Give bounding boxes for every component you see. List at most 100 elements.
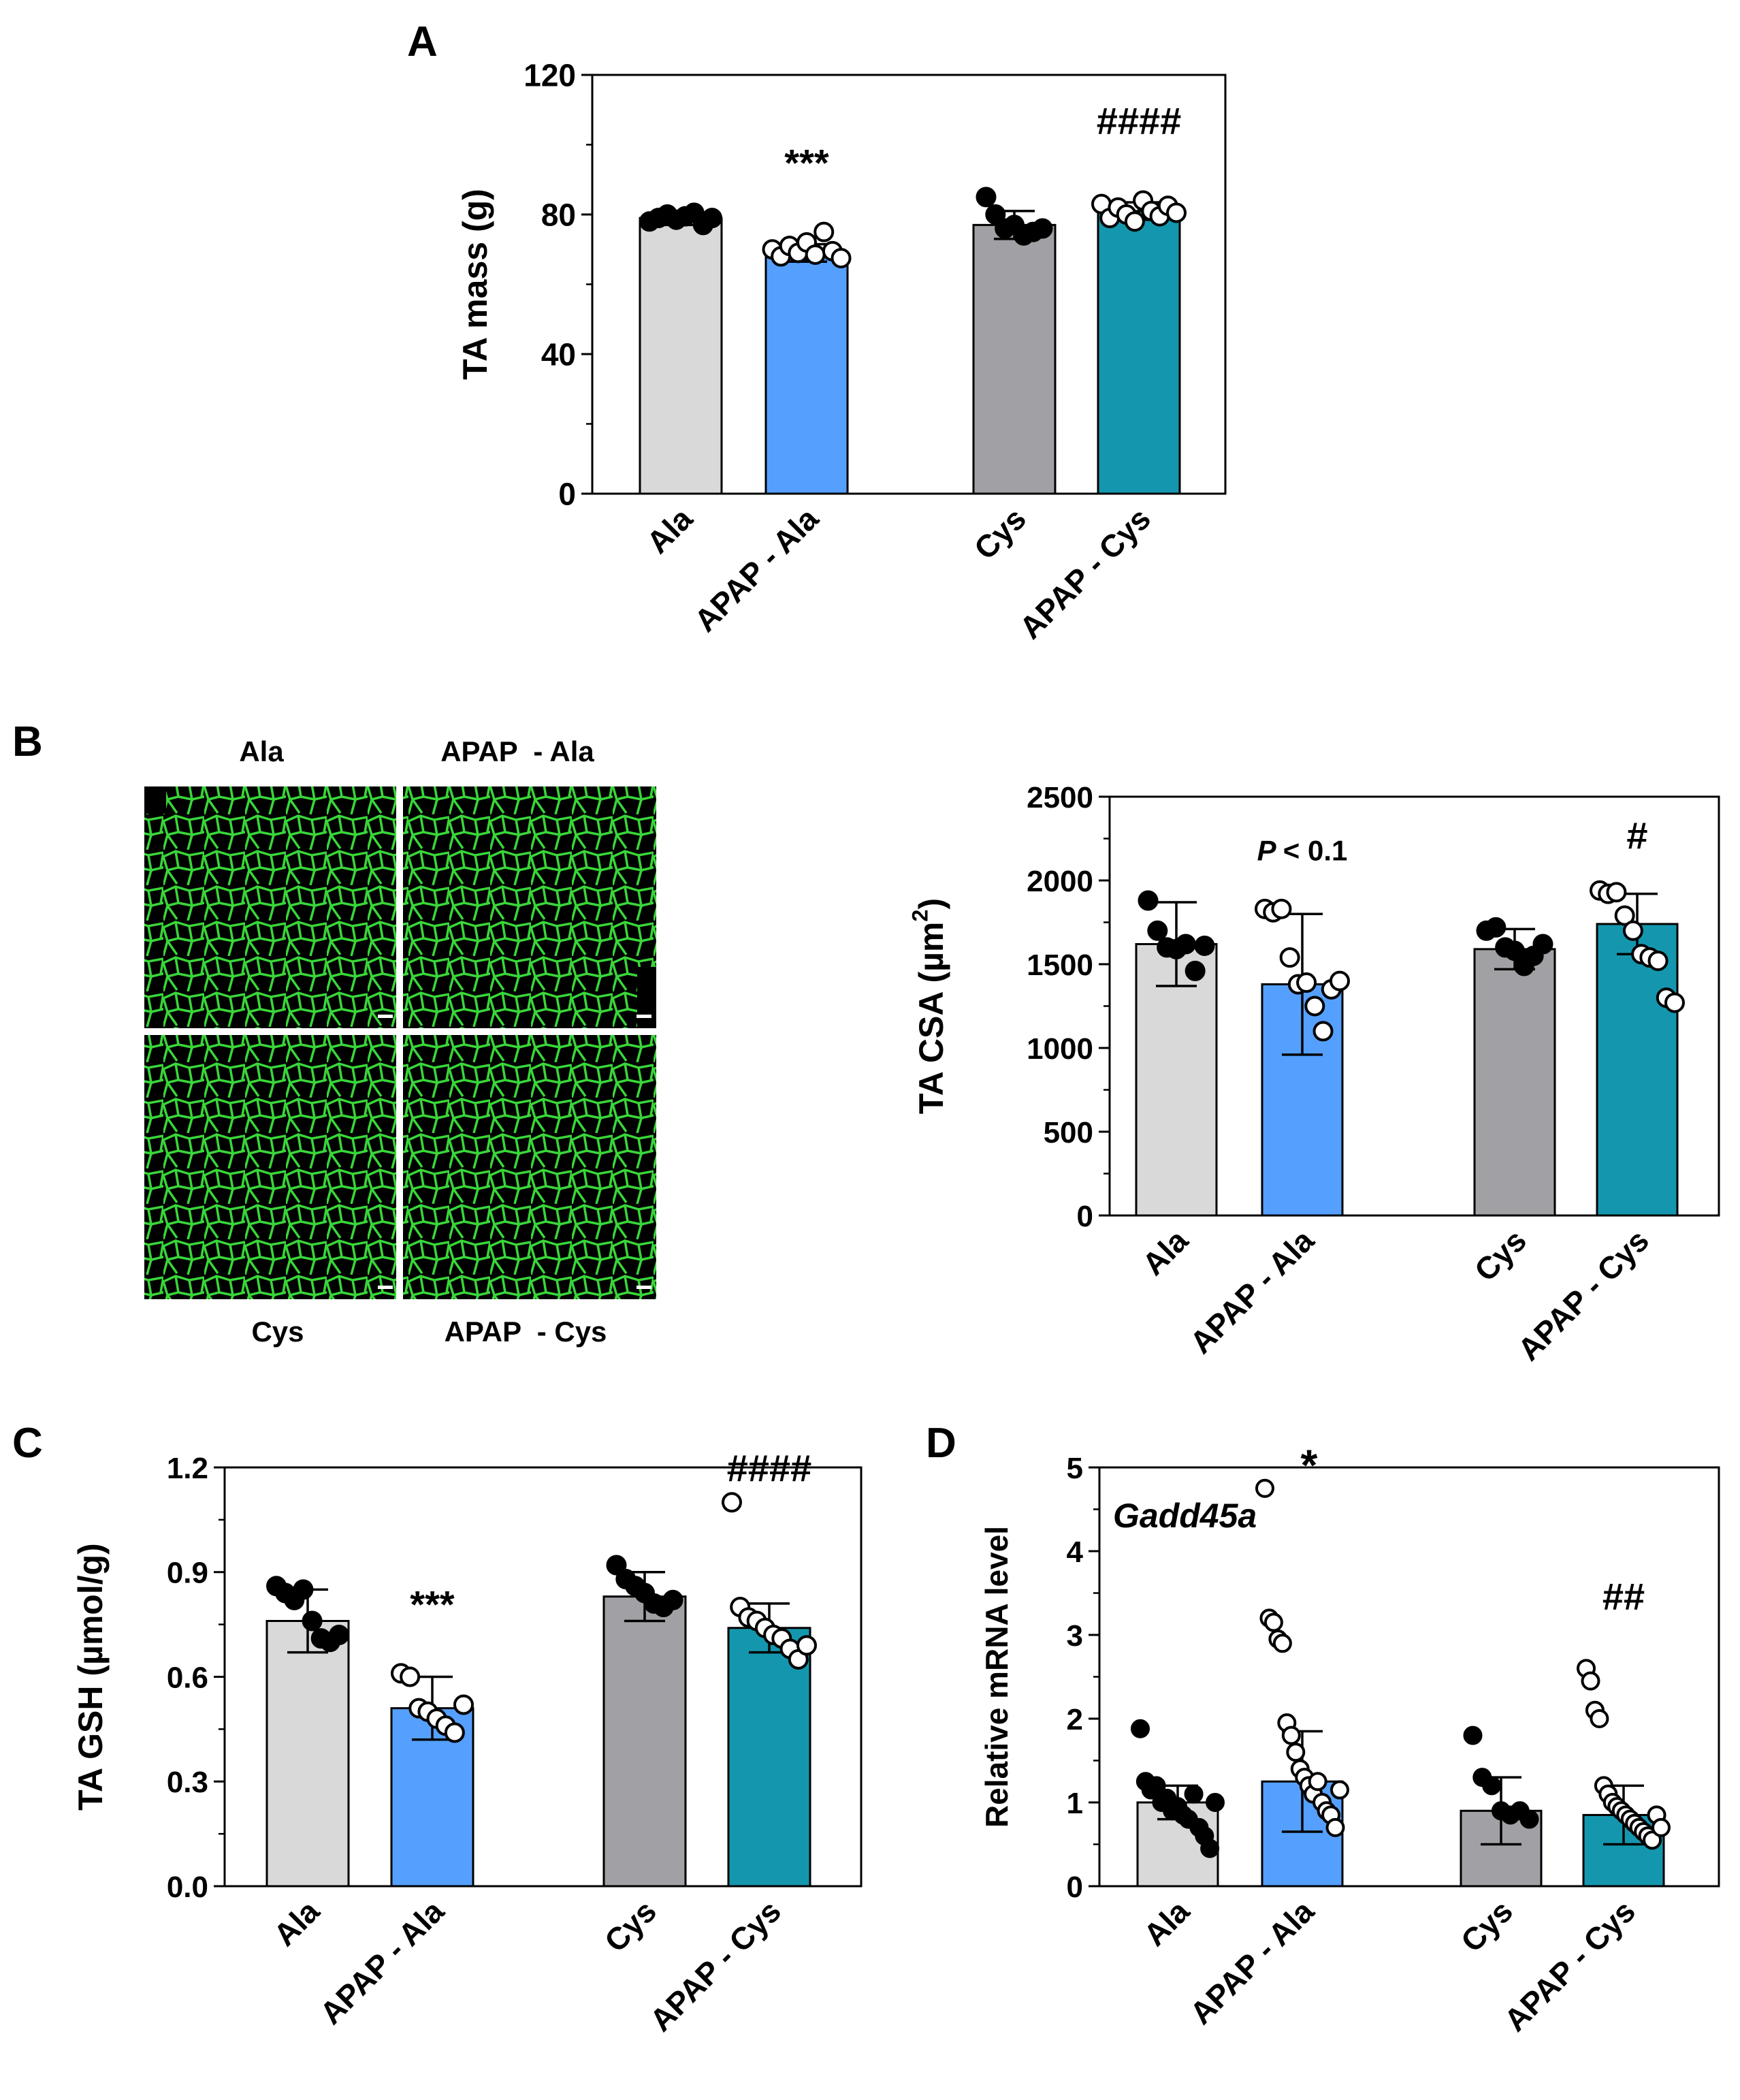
data-point (1255, 1478, 1274, 1498)
y-tick-label: 1500 (1027, 949, 1093, 982)
bar (1097, 210, 1181, 495)
data-point (400, 1666, 421, 1687)
data-point (1131, 1719, 1150, 1738)
significance-label: ## (1602, 1575, 1645, 1618)
y-tick-label: 0.9 (167, 1557, 208, 1590)
y-tick-label: 40 (541, 337, 576, 372)
data-point (831, 248, 852, 269)
y-tick-label: 80 (541, 197, 576, 233)
data-point (1622, 920, 1643, 941)
data-point (662, 1589, 683, 1610)
micrograph-label-apap-cys: APAP - Cys (445, 1316, 607, 1348)
data-point (1271, 898, 1292, 919)
micrograph-ala (144, 786, 396, 1028)
data-point (805, 244, 826, 265)
x-category-label: APAP - Ala (1183, 1893, 1321, 2031)
scale-bar (637, 1015, 651, 1018)
data-point (1146, 1776, 1166, 1796)
data-point (1286, 1743, 1306, 1762)
bar (639, 217, 723, 495)
data-point (1330, 970, 1350, 991)
micrograph-grid: Ala APAP - Ala Cys APAP - Cys (144, 735, 656, 1348)
y-axis-label: TA CSA (µm2) (908, 898, 951, 1114)
y-tick-label: 0 (1077, 1200, 1093, 1233)
y-tick-label: 4 (1067, 1536, 1084, 1569)
scale-bar (378, 1015, 393, 1018)
data-point (1263, 1612, 1283, 1632)
data-point (1138, 890, 1159, 911)
data-point (796, 1635, 817, 1656)
data-point (1272, 1634, 1292, 1653)
y-tick-label: 1000 (1027, 1032, 1093, 1066)
bar (1473, 948, 1556, 1217)
data-point (1304, 996, 1325, 1017)
data-point (976, 187, 997, 208)
x-category-label: APAP - Ala (688, 500, 826, 639)
data-point (1590, 1709, 1609, 1728)
data-point (722, 1492, 742, 1513)
y-tick-label: 2 (1067, 1703, 1083, 1736)
data-point (329, 1625, 349, 1645)
micrograph-black-edge (637, 967, 656, 1028)
x-category-label: APAP - Ala (1183, 1222, 1321, 1361)
micrograph-black-corner (144, 786, 166, 814)
y-tick-label: 2000 (1027, 865, 1093, 898)
data-point (813, 221, 835, 242)
x-category-label: Cys (967, 500, 1033, 566)
gene-label: Gadd45a (1113, 1497, 1257, 1535)
data-point (1504, 940, 1525, 961)
data-point (1652, 1817, 1671, 1837)
micrograph-label-cys: Cys (251, 1316, 304, 1348)
data-point (1463, 1725, 1483, 1745)
data-point (1185, 960, 1206, 981)
data-point (1147, 920, 1168, 941)
data-point (1581, 1671, 1600, 1691)
y-axis-label-superscript: 2 (908, 910, 933, 922)
x-category-label: Ala (267, 1893, 327, 1953)
bar (727, 1627, 811, 1888)
data-point (1124, 211, 1145, 232)
x-category-label: Ala (640, 500, 700, 560)
data-point (1643, 1830, 1662, 1850)
scale-bar (637, 1286, 651, 1289)
x-category-label: APAP - Cys (643, 1893, 788, 2038)
data-point (302, 1610, 323, 1632)
y-tick-label: 3 (1067, 1619, 1083, 1653)
data-point (1200, 1839, 1220, 1858)
significance-label: P < 0.1 (1257, 834, 1348, 866)
significance-label: *** (784, 142, 829, 185)
x-category-label: APAP - Cys (1511, 1222, 1656, 1367)
y-tick-label: 1 (1067, 1787, 1083, 1820)
data-point (453, 1694, 474, 1715)
y-tick-label: 120 (523, 58, 576, 93)
y-tick-label: 0 (1067, 1871, 1083, 1904)
data-point (1194, 935, 1215, 956)
significance-threshold: < 0.1 (1283, 834, 1348, 866)
data-point (444, 1722, 465, 1743)
bar (602, 1595, 687, 1888)
y-axis-label: TA mass (g) (456, 189, 494, 380)
y-axis-label: TA GSH (µmol/g) (71, 1543, 110, 1811)
data-point (702, 208, 722, 229)
y-tick-label: 0 (558, 477, 576, 512)
y-tick-label: 5 (1067, 1452, 1083, 1485)
micrograph-apap-ala (403, 786, 656, 1028)
data-point (1519, 1809, 1539, 1829)
data-point (293, 1579, 314, 1600)
x-category-label: Ala (1137, 1893, 1197, 1953)
data-point (985, 204, 1006, 225)
data-point (1281, 1725, 1301, 1745)
panel-label-c: C (12, 1420, 43, 1467)
y-tick-label: 1.2 (167, 1452, 208, 1485)
y-tick-label: 2500 (1027, 781, 1093, 814)
data-point (1614, 905, 1635, 926)
x-category-label: Cys (1454, 1893, 1519, 1958)
micrograph-cys (144, 1035, 396, 1299)
significance-p: P (1257, 834, 1283, 866)
data-point (1279, 947, 1300, 968)
data-point (1485, 917, 1507, 938)
data-point (1184, 1784, 1204, 1804)
data-point (1647, 951, 1669, 972)
